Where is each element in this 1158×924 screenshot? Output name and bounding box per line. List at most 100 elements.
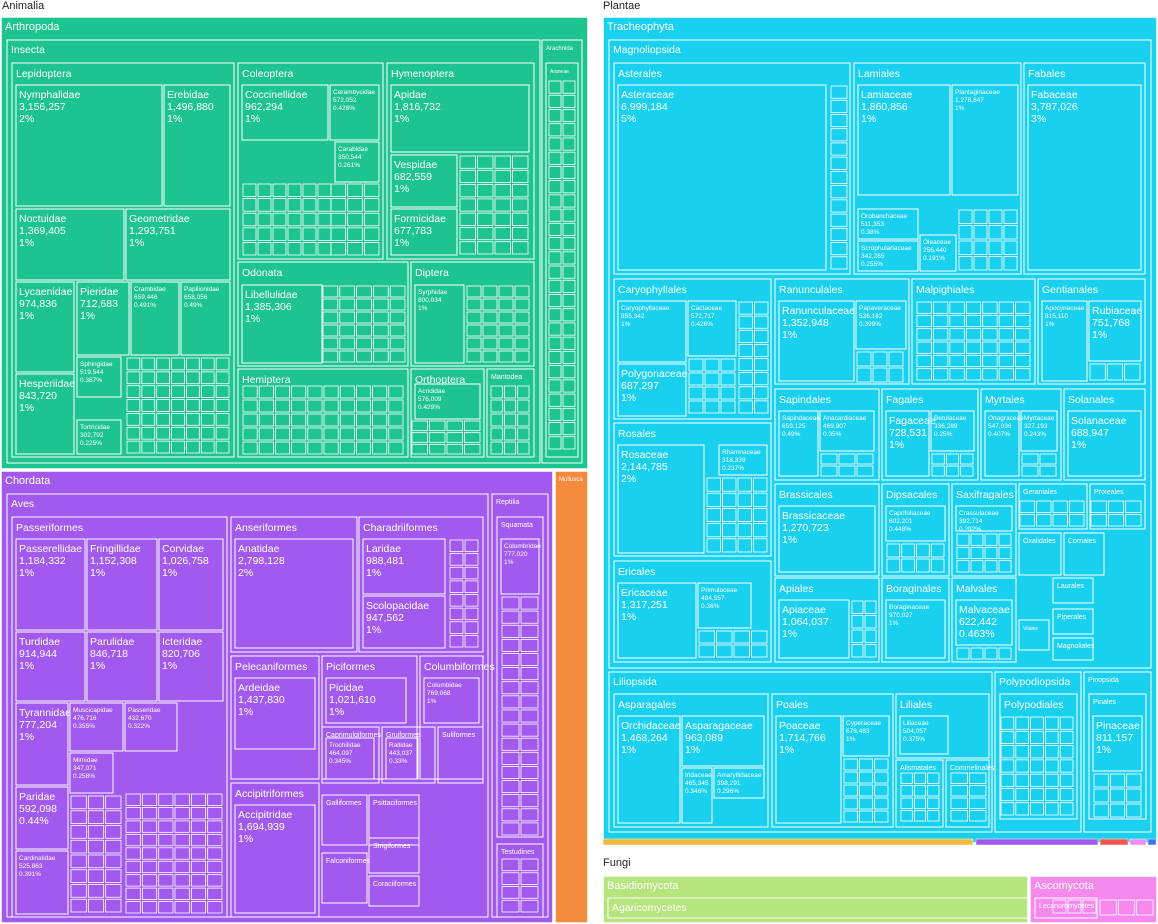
- minor-family-tile: [562, 251, 576, 265]
- minor-family-tile: [125, 807, 141, 820]
- family-pct-lamiaceae: 1%: [861, 113, 876, 125]
- family-value-rosaceae: 2,144,785: [621, 461, 668, 473]
- minor-family-tile: [1015, 341, 1031, 354]
- phylum-chordata: [0, 470, 554, 924]
- minor-family-tile: [916, 328, 932, 341]
- minor-family-tile: [520, 737, 539, 751]
- family-value-plantaginaceae: 1,278,647: [955, 97, 984, 104]
- minor-family-tile: [105, 854, 122, 869]
- family-label-sapindaceae: Sapindaceae: [782, 415, 820, 422]
- minor-family-tile: [141, 807, 158, 820]
- minor-family-tile: [307, 427, 323, 441]
- minor-family-tile: [1107, 514, 1125, 527]
- minor-family-tile: [501, 596, 520, 610]
- family-label-pinaceae: Pinaceae: [1096, 720, 1140, 732]
- minor-family-tile: [388, 385, 404, 399]
- minor-family-tile: [1136, 899, 1154, 916]
- class-label-lecanoromycetes: Lecanoromycetes: [1039, 903, 1095, 910]
- family-syrphidae: [414, 284, 465, 364]
- family-value-caprifoliaceae: 602,201: [889, 518, 913, 525]
- minor-family-tile: [482, 337, 498, 350]
- minor-family-tile: [988, 209, 1003, 224]
- minor-family-tile: [1124, 363, 1141, 381]
- minor-family-tile: [158, 820, 174, 833]
- family-pct-nymphalidae: 2%: [19, 113, 34, 125]
- minor-family-tile: [1015, 314, 1031, 328]
- minor-family-tile: [753, 507, 768, 522]
- minor-family-tile: [503, 413, 517, 427]
- family-label-fringillidae: Fringillidae: [90, 543, 141, 555]
- family-label-picidae: Picidae: [329, 682, 364, 694]
- order-label-rosales: Rosales: [618, 428, 656, 440]
- minor-phylum-strip: [1129, 838, 1147, 846]
- minor-family-tile: [851, 600, 864, 614]
- family-label-ardeidae: Ardeidae: [238, 682, 280, 694]
- order-solanales: [1063, 388, 1146, 481]
- family-pct-tyrannidae: 1%: [19, 731, 34, 743]
- minor-family-tile: [720, 386, 736, 400]
- minor-family-tile: [464, 420, 481, 432]
- minor-family-tile: [984, 647, 998, 660]
- minor-family-tile: [190, 887, 207, 900]
- family-plantaginaceae: [951, 84, 1019, 196]
- minor-family-tile: [174, 820, 190, 833]
- minor-family-tile: [87, 795, 105, 810]
- family-pct-papaveraceae: 0.399%: [859, 321, 881, 328]
- minor-family-tile: [242, 427, 258, 441]
- minor-phylum-strip: [602, 838, 974, 846]
- family-label-solanaceae: Solanaceae: [1071, 415, 1127, 427]
- family-value-laridae: 988,481: [366, 555, 404, 567]
- family-value-scrophulariaceae: 342,265: [861, 253, 885, 260]
- minor-family-tile: [520, 638, 539, 652]
- minor-family-tile: [858, 771, 874, 784]
- minor-family-tile: [548, 109, 562, 123]
- class-arachnida: [541, 39, 583, 464]
- minor-family-tile: [858, 784, 874, 797]
- minor-family-tile: [501, 858, 520, 872]
- minor-family-tile: [158, 793, 174, 806]
- minor-family-tile: [490, 441, 503, 455]
- family-value-pinaceae: 811,157: [1096, 732, 1133, 744]
- order-suliformes: [437, 726, 484, 784]
- minor-family-tile: [843, 784, 858, 797]
- minor-family-tile: [257, 227, 272, 241]
- minor-family-tile: [449, 621, 464, 634]
- family-rosaceae: [617, 444, 705, 554]
- minor-family-tile: [933, 341, 949, 354]
- order-anseriformes: [230, 516, 358, 653]
- order-label-mantodea: Mantodea: [491, 374, 522, 381]
- family-pct-lycaenidae: 1%: [19, 310, 34, 322]
- minor-family-tile: [501, 794, 520, 808]
- minor-family-tile: [1019, 514, 1035, 527]
- minor-family-tile: [1125, 514, 1142, 527]
- minor-family-tile: [186, 371, 200, 385]
- minor-family-tile: [200, 399, 215, 412]
- minor-family-tile: [501, 808, 520, 822]
- order-testudines: [496, 843, 544, 918]
- order-commelinales: [945, 759, 990, 828]
- family-pct-scolopacidae: 1%: [366, 624, 381, 636]
- minor-family-tile: [520, 780, 539, 794]
- order-cornales: [1063, 532, 1105, 576]
- family-value-lycaenidae: 974,836: [19, 298, 57, 310]
- minor-family-tile: [1015, 301, 1031, 314]
- family-geometridae: [125, 208, 231, 281]
- family-label-anatidae: Anatidae: [238, 543, 280, 555]
- minor-family-tile: [274, 413, 290, 427]
- minor-family-tile: [302, 227, 317, 241]
- minor-family-tile: [1090, 500, 1107, 513]
- minor-family-tile: [156, 413, 170, 426]
- minor-family-tile: [141, 399, 156, 412]
- minor-family-tile: [141, 833, 158, 847]
- minor-family-tile: [330, 198, 347, 212]
- minor-family-tile: [949, 328, 965, 341]
- family-pct-rosaceae: 2%: [621, 473, 636, 485]
- minor-family-tile: [958, 209, 973, 224]
- minor-family-tile: [190, 807, 207, 820]
- minor-family-tile: [520, 653, 539, 666]
- minor-family-tile: [1117, 899, 1136, 916]
- minor-family-tile: [339, 350, 355, 363]
- order-label-commelinales: Commelinales: [950, 765, 995, 772]
- minor-family-tile: [356, 337, 372, 350]
- minor-family-tile: [1003, 209, 1018, 224]
